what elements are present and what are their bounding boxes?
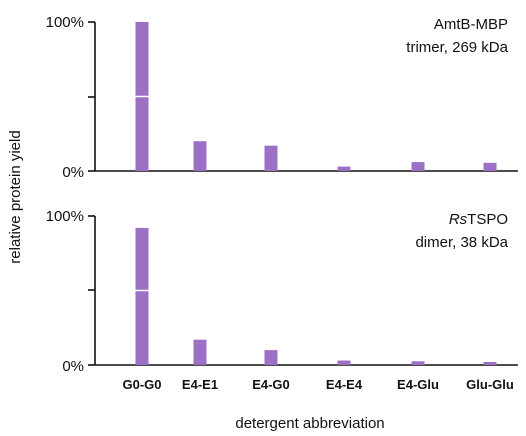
x-tick-label-e4-e1: E4-E1 [182,377,218,392]
y-axis-label: relative protein yield [7,130,24,263]
x-tick-label-glu-glu: Glu-Glu [466,377,514,392]
panel-bottom-bar-e4-g0 [264,350,278,365]
panel-bottom-bar-g0-g0 [135,227,149,365]
panel-bottom-ytick-label-0: 0% [62,358,84,375]
panel-top-bar-glu-glu [483,162,497,171]
panel-bottom-annotation-line1: RsTSPO [449,211,508,228]
panel-top-bar-e4-glu [411,162,425,171]
panel-top-bars [135,22,497,171]
panel-bottom: 100% 0% RsTSPO dimer, 38 kDa G0-G0 E4-E1 E… [46,208,518,392]
panel-top: 100% 0% AmtB-MBP trimer, 269 kDa [46,14,518,181]
panel-top-ytick-label-100: 100% [46,14,84,31]
panel-bottom-bar-e4-e1 [193,339,207,365]
panel-bottom-bar-e4-e4 [337,360,351,365]
panel-bottom-bars [135,227,497,365]
panel-bottom-bar-e4-glu [411,361,425,365]
panel-bottom-annotation-italic: Rs [449,211,468,228]
x-tick-label-g0-g0: G0-G0 [122,377,161,392]
panel-top-ytick-label-0: 0% [62,164,84,181]
x-tick-label-e4-e4: E4-E4 [326,377,363,392]
panel-top-bar-e4-e1 [193,141,207,171]
x-axis-label: detergent abbreviation [235,415,384,432]
panel-bottom-annotation-rest: TSPO [467,211,508,228]
panel-bottom-bar-glu-glu [483,362,497,365]
panel-bottom-annotation-line2: dimer, 38 kDa [415,234,508,251]
x-tick-label-e4-glu: E4-Glu [397,377,439,392]
panel-top-annotation-line2: trimer, 269 kDa [406,39,508,56]
panel-bottom-ytick-label-100: 100% [46,208,84,225]
panel-top-bar-e4-e4 [337,166,351,171]
panel-top-annotation-line1: AmtB-MBP [434,16,508,33]
panel-top-bar-e4-g0 [264,145,278,171]
x-tick-label-e4-g0: E4-G0 [252,377,290,392]
x-tick-labels: G0-G0 E4-E1 E4-G0 E4-E4 E4-Glu Glu-Glu [122,377,513,392]
